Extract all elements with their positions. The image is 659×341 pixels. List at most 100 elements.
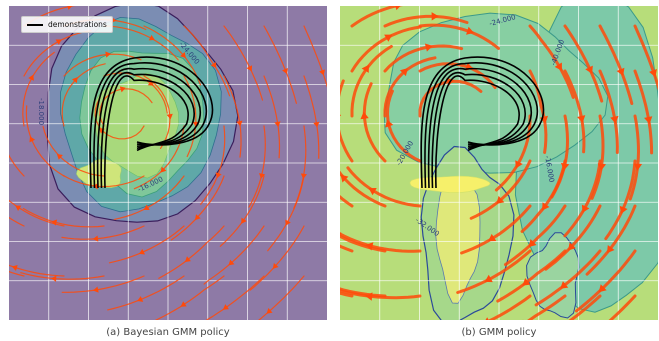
streamline: [350, 6, 404, 28]
stream-arrow: [147, 80, 154, 86]
stream-arrow: [361, 64, 369, 73]
stream-arrow: [581, 204, 590, 213]
streamline: [61, 275, 145, 293]
streamline: [504, 204, 567, 266]
stream-arrow: [560, 281, 569, 289]
demonstration-trajectory: [96, 67, 201, 189]
stream-arrow: [119, 86, 126, 93]
stream-arrow: [340, 114, 342, 116]
stream-arrow: [528, 239, 537, 247]
streamline: [303, 75, 320, 159]
streamline: [25, 105, 65, 177]
streamline: [383, 14, 469, 28]
streamline: [585, 204, 637, 276]
streamline: [520, 159, 567, 233]
stream-arrow: [360, 111, 369, 120]
stream-arrow: [222, 304, 229, 310]
stream-arrow: [340, 174, 349, 183]
stream-arrow: [148, 34, 155, 41]
stream-arrow: [515, 160, 523, 169]
demonstration-trajectory: [103, 75, 189, 189]
streamline: [263, 25, 297, 104]
streamline: [20, 272, 105, 280]
streamline: [350, 44, 393, 118]
streamline: [9, 264, 65, 277]
stream-arrow: [258, 173, 266, 179]
streamline: [9, 216, 25, 227]
stream-arrow: [92, 235, 99, 242]
streamline: [346, 166, 422, 208]
stream-arrow: [282, 67, 288, 74]
stream-arrow: [180, 301, 187, 307]
stream-arrow: [274, 121, 281, 128]
streamline: [258, 275, 305, 320]
stream-arrow: [51, 219, 58, 226]
stream-arrow: [236, 120, 243, 127]
stream-arrow: [484, 274, 493, 283]
streamplot-bayesian-gmm: -24.000-18.000-16.000: [9, 6, 327, 320]
streamline: [418, 23, 500, 50]
stream-arrow: [365, 292, 373, 301]
streamline: [63, 53, 142, 77]
streamline: [598, 24, 634, 105]
stream-arrow: [272, 262, 279, 269]
streamline: [469, 159, 532, 220]
streamline: [563, 69, 586, 154]
streamline: [63, 175, 145, 188]
stream-arrow: [160, 166, 167, 173]
caption-gmm: (b) GMM policy: [461, 327, 537, 338]
streamline: [528, 24, 575, 99]
streamline: [340, 170, 387, 208]
streamline: [9, 154, 25, 177]
streamline: [223, 75, 242, 158]
streamline: [154, 275, 225, 320]
legend-label: demonstrations: [48, 20, 107, 29]
streamline: [22, 51, 55, 127]
streamline: [205, 275, 265, 320]
demonstrations-group: [420, 56, 545, 189]
stream-arrow: [585, 65, 593, 74]
streamline: [340, 195, 354, 208]
stream-arrow: [194, 214, 201, 221]
stream-arrow: [29, 136, 36, 143]
stream-arrow: [138, 248, 146, 255]
stream-arrow: [184, 256, 191, 263]
demonstration-trajectory: [89, 56, 214, 189]
stream-arrow: [246, 65, 253, 72]
streamline: [633, 24, 658, 91]
streamline: [108, 225, 185, 264]
streamline: [143, 25, 202, 86]
streamline: [61, 63, 106, 127]
streamline: [223, 25, 264, 101]
streamline: [350, 25, 422, 73]
streamline: [94, 97, 145, 140]
streamline: [604, 159, 637, 241]
stream-arrow: [51, 275, 57, 282]
streamline: [590, 114, 605, 200]
stream-arrow: [67, 6, 73, 10]
stream-arrow: [424, 43, 433, 52]
streamline: [340, 232, 422, 253]
streamplot-gmm: -24.000-20.000-32.000-40.000-16.000: [340, 6, 658, 320]
stream-arrow: [92, 183, 98, 190]
streamline: [598, 69, 619, 154]
streamline: [23, 30, 92, 77]
stream-arrow: [313, 121, 320, 128]
contour-label: -18.000: [37, 98, 45, 125]
stream-arrow: [105, 51, 111, 58]
stream-arrow: [577, 115, 586, 123]
streamline: [383, 44, 464, 73]
streamline: [496, 249, 567, 303]
stream-arrow: [431, 12, 439, 21]
stream-arrow: [395, 6, 401, 11]
streamline: [203, 225, 265, 285]
streamline: [487, 294, 532, 320]
streamline: [340, 289, 422, 300]
demonstration-trajectory: [93, 62, 208, 189]
demonstration-trajectory: [431, 71, 526, 189]
streamline: [303, 25, 327, 88]
streamline: [340, 79, 354, 163]
streamline: [183, 25, 231, 97]
stream-arrow: [28, 74, 34, 81]
streamline: [107, 275, 185, 311]
